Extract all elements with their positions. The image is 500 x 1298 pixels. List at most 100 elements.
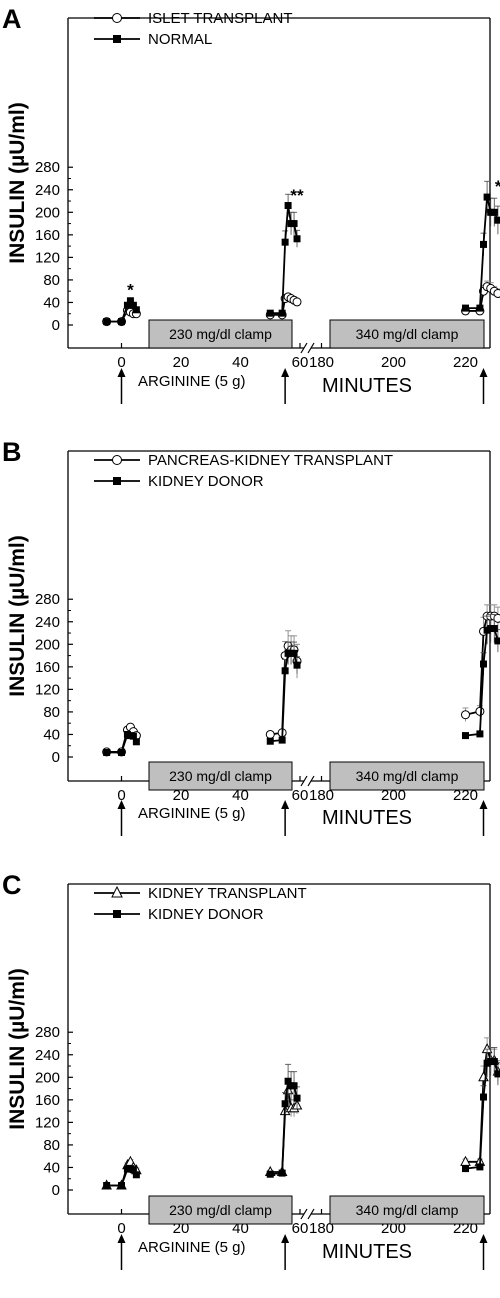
series-1 (103, 180, 500, 326)
arginine-arrowhead (479, 368, 488, 377)
data-point (266, 309, 274, 317)
legend-label: PANCREAS-KIDNEY TRANSPLANT (148, 452, 393, 469)
y-tick-label: 0 (52, 749, 60, 766)
data-point (490, 1058, 498, 1066)
arginine-label: ARGININE (5 g) (138, 805, 246, 822)
data-point (462, 732, 469, 740)
legend-marker (112, 13, 122, 23)
data-point (118, 318, 125, 326)
data-point (281, 238, 289, 246)
arginine-arrowhead (117, 1234, 126, 1243)
x-tick-label: 180 (309, 354, 334, 371)
data-point (483, 1059, 491, 1067)
legend-marker (112, 455, 122, 465)
legend-marker (111, 885, 123, 898)
y-tick-label: 280 (35, 159, 60, 176)
clamp-label-340: 340 mg/dl clamp (356, 1202, 459, 1218)
y-tick-label: 40 (43, 1159, 60, 1176)
x-tick-label: 40 (232, 354, 249, 371)
data-point (476, 304, 484, 312)
data-point (476, 1163, 484, 1171)
y-tick-label: 200 (35, 636, 60, 653)
panel-a: A 0 40 80 120 160 200 240 280 0 20 40 60 180 200 220 INS… (2, 4, 500, 404)
data-point (290, 1082, 298, 1090)
clamp-box-230 (148, 761, 293, 791)
arginine-label: ARGININE (5 g) (138, 1239, 246, 1256)
y-tick-label: 240 (35, 1047, 60, 1064)
data-point (483, 626, 491, 634)
legend-marker (113, 477, 121, 485)
y-tick-label: 80 (43, 272, 60, 289)
arginine-arrowhead (281, 800, 290, 809)
clamp-box-230 (148, 1195, 293, 1225)
data-point (290, 220, 298, 228)
data-point (293, 1094, 301, 1102)
data-point (132, 738, 140, 746)
y-tick-label: 160 (35, 227, 60, 244)
clamp-label-230: 230 mg/dl clamp (169, 768, 272, 784)
series-line (270, 1078, 298, 1176)
y-tick-label: 240 (35, 614, 60, 631)
x-tick-label: 220 (453, 354, 478, 371)
y-tick-label: 0 (52, 1182, 60, 1199)
axis-break-mark (300, 342, 308, 354)
clamp-box-340 (329, 319, 485, 349)
y-tick-label: 200 (35, 1069, 60, 1086)
x-tick-label: 180 (309, 1220, 334, 1237)
x-tick-label: 180 (309, 787, 334, 804)
arginine-arrowhead (479, 1234, 488, 1243)
legend: ISLET TRANSPLANT NORMAL (94, 10, 293, 48)
data-point (281, 1100, 289, 1108)
data-point (123, 301, 131, 309)
clamp-box-340 (329, 1195, 485, 1225)
data-point (129, 732, 137, 740)
y-tick-label: 120 (35, 681, 60, 698)
data-point (278, 736, 286, 744)
axis-break-mark (307, 775, 315, 787)
y-tick-label: 280 (35, 1024, 60, 1041)
data-point (103, 318, 111, 326)
x-tick-label: 60 (292, 1220, 309, 1237)
clamp-label-230: 230 mg/dl clamp (169, 326, 272, 342)
series-0 (102, 280, 500, 327)
significance-mark: ** (290, 186, 304, 205)
x-tick-label: 220 (453, 787, 478, 804)
x-axis-label: MINUTES (322, 375, 412, 397)
x-axis-label: MINUTES (322, 1241, 412, 1263)
data-point (493, 613, 500, 623)
axis-break-mark (307, 342, 315, 354)
data-point (278, 1169, 286, 1177)
y-tick-label: 120 (35, 1114, 60, 1131)
arginine-label: ARGININE (5 g) (138, 373, 246, 390)
x-tick-label: 60 (292, 787, 309, 804)
series-0 (102, 604, 500, 757)
data-point (290, 649, 298, 657)
data-point (462, 304, 469, 312)
data-point (126, 297, 134, 305)
x-tick-label: 200 (381, 787, 406, 804)
clamp-label-230: 230 mg/dl clamp (169, 1202, 272, 1218)
data-point (487, 208, 495, 216)
significance-mark: ** (495, 177, 500, 196)
legend-label: KIDNEY DONOR (148, 906, 264, 923)
data-point (284, 1077, 292, 1085)
panel-letter: B (2, 437, 22, 467)
data-point (293, 235, 301, 243)
arginine-arrowhead (281, 368, 290, 377)
data-point (103, 748, 111, 756)
series-line (465, 627, 499, 737)
data-point (461, 710, 470, 720)
data-point (278, 309, 286, 317)
y-axis-label: INSULIN (µU/ml) (6, 968, 29, 1129)
data-point (266, 737, 274, 745)
legend: PANCREAS-KIDNEY TRANSPLANT KIDNEY DONOR (94, 452, 393, 490)
clamp-box-340 (329, 761, 485, 791)
y-tick-label: 40 (43, 726, 60, 743)
legend-marker (113, 910, 121, 918)
data-point (487, 1058, 495, 1066)
data-point (281, 667, 289, 675)
x-axis-label: MINUTES (322, 807, 412, 829)
data-point (462, 1165, 469, 1173)
x-tick-label: 20 (173, 787, 190, 804)
